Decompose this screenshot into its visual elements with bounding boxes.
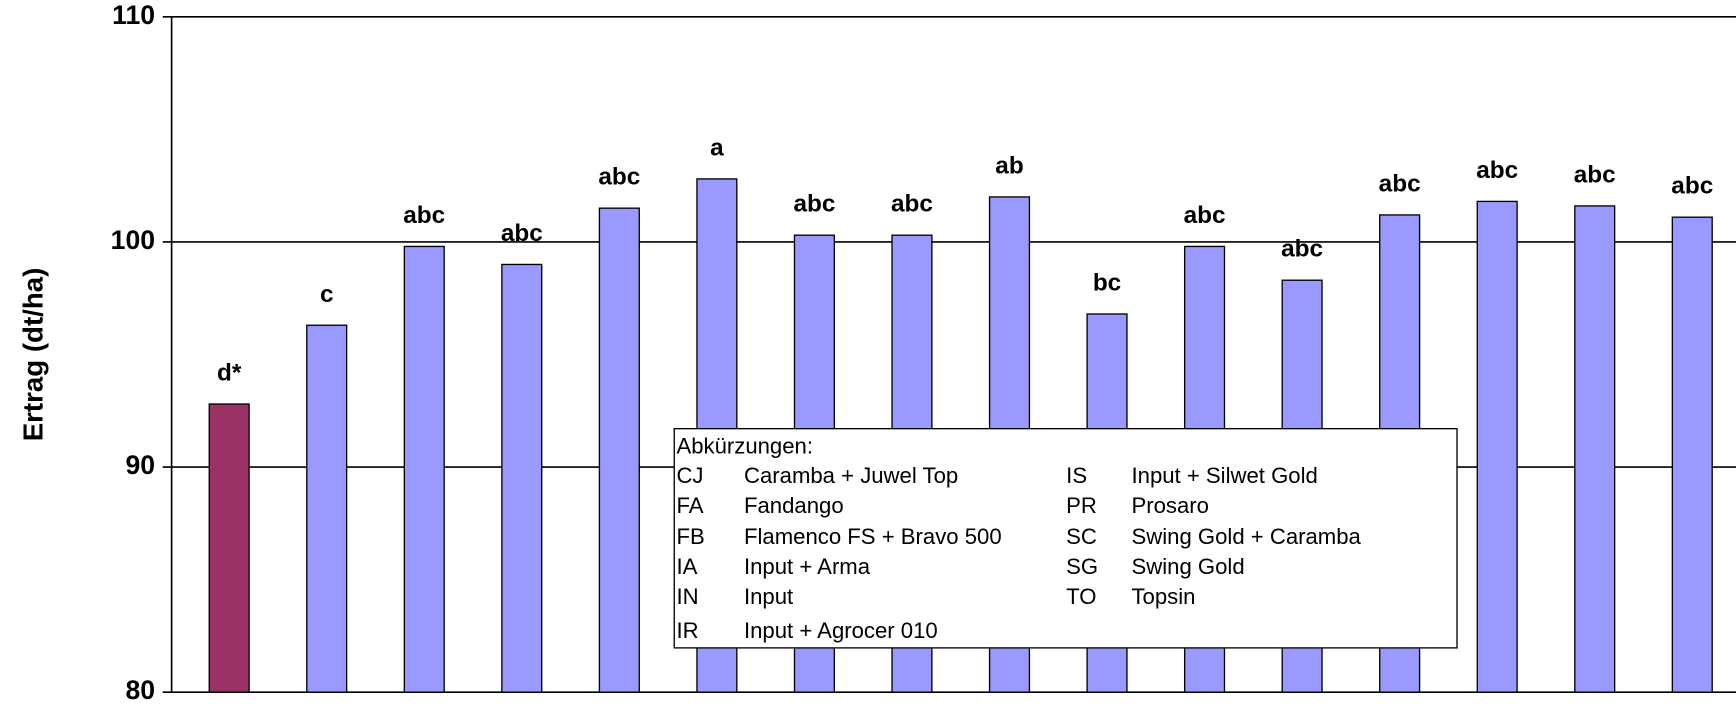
legend-code: CJ xyxy=(676,463,703,488)
legend-name: Fandango xyxy=(744,493,844,518)
bar xyxy=(1574,205,1616,693)
bar xyxy=(1671,216,1713,693)
significance-label: c xyxy=(320,281,334,308)
significance-label: abc xyxy=(793,191,835,218)
legend-name: Swing Gold xyxy=(1132,554,1245,579)
y-tick-label: 110 xyxy=(112,0,155,30)
legend-name: Prosaro xyxy=(1132,493,1209,518)
bar xyxy=(598,207,640,693)
significance-label: abc xyxy=(1379,170,1421,197)
legend-name: Flamenco FS + Bravo 500 xyxy=(744,524,1002,549)
significance-label: abc xyxy=(1574,161,1616,188)
legend-code: IA xyxy=(676,554,697,579)
significance-label: d* xyxy=(217,360,242,387)
legend-name: Swing Gold + Caramba xyxy=(1132,524,1362,549)
bar xyxy=(403,245,445,693)
y-tick-label: 80 xyxy=(125,675,155,705)
y-axis-label: Ertrag (dt/ha) xyxy=(18,268,49,442)
legend-code: FB xyxy=(676,524,704,549)
legend-name: Input + Arma xyxy=(744,554,871,579)
significance-label: abc xyxy=(1184,202,1226,229)
legend-code: SC xyxy=(1066,524,1097,549)
y-tick-label: 100 xyxy=(111,225,155,255)
significance-label: abc xyxy=(891,191,933,218)
legend-code: IS xyxy=(1066,463,1087,488)
significance-label: bc xyxy=(1093,270,1121,297)
significance-label: a xyxy=(710,134,724,161)
legend-code: SG xyxy=(1066,554,1098,579)
bar xyxy=(501,263,543,693)
significance-label: ab xyxy=(995,152,1023,179)
legend-name: Input + Silwet Gold xyxy=(1132,463,1318,488)
legend-code: TO xyxy=(1066,584,1096,609)
legend-title: Abkürzungen: xyxy=(676,433,813,458)
significance-label: abc xyxy=(1476,157,1518,184)
legend-name: Input + Agrocer 010 xyxy=(744,618,938,643)
bar xyxy=(1476,200,1518,693)
y-tick-label: 90 xyxy=(125,450,155,480)
legend-box xyxy=(673,428,1458,649)
legend-code: FA xyxy=(676,493,703,518)
legend-code: IN xyxy=(676,584,698,609)
bar xyxy=(306,324,348,693)
significance-label: abc xyxy=(598,164,640,191)
significance-label: abc xyxy=(501,220,543,247)
legend-code: IR xyxy=(676,618,698,643)
legend-name: Input xyxy=(744,584,793,609)
legend-name: Topsin xyxy=(1132,584,1196,609)
legend-code: PR xyxy=(1066,493,1097,518)
significance-label: abc xyxy=(403,202,445,229)
legend-name: Caramba + Juwel Top xyxy=(744,463,958,488)
significance-label: abc xyxy=(1671,173,1713,200)
bar xyxy=(208,403,250,693)
significance-label: abc xyxy=(1281,236,1323,263)
